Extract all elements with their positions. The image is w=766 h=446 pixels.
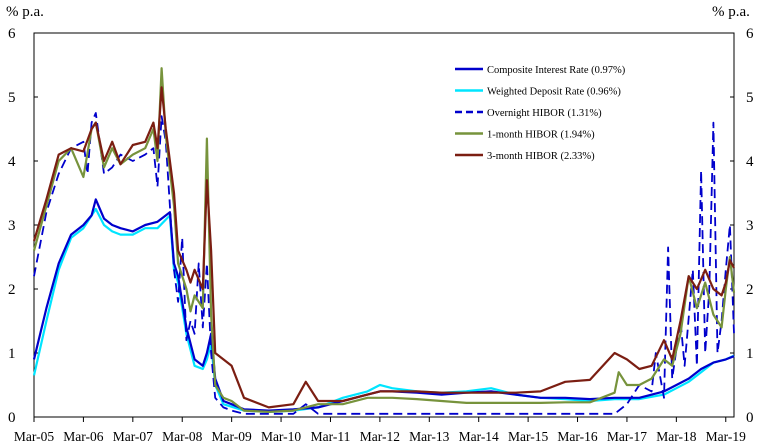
y-tick-label-left: 6 <box>8 26 16 42</box>
x-tick-label: Mar-11 <box>311 429 351 444</box>
x-tick-label: Mar-15 <box>508 429 548 444</box>
legend-label: Overnight HIBOR (1.31%) <box>487 108 602 119</box>
y-tick-label-right: 1 <box>746 346 754 362</box>
legend-label: Weighted Deposit Rate (0.96%) <box>487 87 621 98</box>
y-tick-label-right: 4 <box>746 154 754 170</box>
x-tick-label: Mar-19 <box>706 429 746 444</box>
series-line-2 <box>33 112 735 415</box>
legend-label: 1-month HIBOR (1.94%) <box>487 130 595 141</box>
y-unit-label-right: % p.a. <box>712 4 750 20</box>
x-tick-label: Mar-17 <box>607 429 647 444</box>
y-tick-label-left: 3 <box>8 218 16 234</box>
y-tick-label-left: 2 <box>8 282 16 298</box>
x-tick-label: Mar-18 <box>656 429 696 444</box>
x-tick-label: Mar-13 <box>409 429 449 444</box>
y-tick-label-left: 5 <box>8 90 16 106</box>
y-tick-label-right: 3 <box>746 218 754 234</box>
x-tick-label: Mar-14 <box>459 429 499 444</box>
series-line-3 <box>32 67 736 413</box>
x-tick-label: Mar-08 <box>162 429 202 444</box>
x-tick-label: Mar-07 <box>113 429 153 444</box>
x-tick-label: Mar-05 <box>14 429 54 444</box>
x-tick-label: Mar-06 <box>63 429 103 444</box>
y-tick-label-right: 0 <box>746 410 754 426</box>
y-tick-label-left: 4 <box>8 154 16 170</box>
y-tick-label-right: 5 <box>746 90 754 106</box>
legend-label: 3-month HIBOR (2.33%) <box>487 151 595 162</box>
y-tick-label-left: 1 <box>8 346 16 362</box>
x-tick-label: Mar-16 <box>557 429 597 444</box>
legend-label: Composite Interest Rate (0.97%) <box>487 65 626 76</box>
y-tick-label-right: 6 <box>746 26 754 42</box>
x-tick-label: Mar-12 <box>360 429 400 444</box>
legend: Composite Interest Rate (0.97%) Weighted … <box>455 65 626 162</box>
series-line-1 <box>32 207 735 413</box>
plot-frame <box>33 32 735 418</box>
y-unit-label-left: % p.a. <box>6 4 44 20</box>
y-tick-label-left: 0 <box>8 410 16 426</box>
x-tick-label: Mar-10 <box>261 429 301 444</box>
x-axis: Mar-05 Mar-06 Mar-07 Mar-08 Mar-09 Mar-10 Mar-… <box>14 417 746 444</box>
series-lines <box>32 67 736 415</box>
y-tick-label-right: 2 <box>746 282 754 298</box>
y-axis-left: 0 1 2 3 4 5 6 <box>8 26 38 426</box>
x-tick-label: Mar-09 <box>212 429 252 444</box>
series-line-4 <box>32 86 735 409</box>
